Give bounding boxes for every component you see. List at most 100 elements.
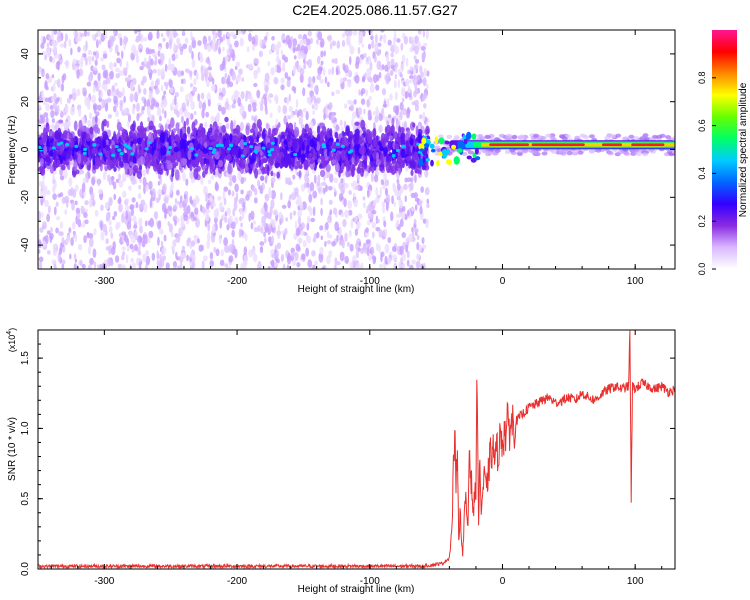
- heatmap-cell: [426, 198, 430, 204]
- heatmap-cell: [317, 158, 321, 164]
- heatmap-cell: [416, 242, 420, 251]
- heatmap-cell: [326, 147, 330, 158]
- heatmap-cell: [151, 188, 156, 198]
- heatmap-cell: [181, 102, 187, 112]
- heatmap-cell: [271, 253, 277, 259]
- heatmap-cell: [164, 110, 167, 119]
- heatmap-cell: [379, 186, 382, 197]
- heatmap-cell: [247, 30, 253, 33]
- heatmap-cell: [350, 219, 354, 229]
- heatmap-cell: [139, 65, 144, 71]
- heatmap-cell: [319, 155, 326, 161]
- heatmap-cell: [168, 223, 173, 233]
- heatmap-cell: [366, 132, 373, 144]
- heatmap-cell: [156, 106, 162, 117]
- heatmap-cell: [329, 128, 333, 137]
- heatmap-cell: [333, 187, 336, 193]
- heatmap-cell: [102, 223, 108, 233]
- heatmap-cell: [89, 126, 94, 135]
- heatmap-cell: [125, 254, 129, 264]
- heatmap-cell: [140, 129, 144, 139]
- heatmap-cell: [176, 265, 181, 269]
- heatmap-cell: [366, 246, 370, 257]
- heatmap-cell: [80, 205, 85, 215]
- heatmap-cell: [334, 257, 338, 266]
- heatmap-cell: [81, 182, 86, 193]
- heatmap-cell: [349, 104, 355, 112]
- heatmap-cell: [414, 204, 418, 211]
- heatmap-cell: [193, 86, 198, 93]
- heatmap-cell: [385, 187, 388, 196]
- heatmap-cell: [228, 255, 234, 263]
- heatmap-cell: [205, 57, 209, 64]
- heatmap-cell: [328, 140, 332, 146]
- heatmap-cell: [359, 37, 363, 42]
- heatmap-cell: [331, 241, 336, 247]
- heatmap-cell: [91, 94, 97, 104]
- heatmap-cell: [101, 82, 105, 90]
- heatmap-cell: [117, 91, 123, 98]
- heatmap-cell: [105, 144, 110, 151]
- heatmap-cell: [207, 222, 211, 232]
- heatmap-cell: [355, 185, 360, 191]
- heatmap-cell: [134, 30, 138, 35]
- heatmap-cell: [159, 177, 163, 185]
- heatmap-cell: [310, 81, 314, 89]
- heatmap-cell: [421, 237, 425, 245]
- heatmap-cell: [170, 102, 173, 112]
- heatmap-cell: [219, 36, 224, 43]
- heatmap-cell: [138, 217, 143, 227]
- heatmap-cell: [293, 152, 298, 157]
- heatmap-cell: [54, 125, 57, 131]
- heatmap-cell: [218, 234, 222, 244]
- heatmap-cell: [297, 215, 302, 226]
- heatmap-cell: [49, 55, 53, 63]
- heatmap-cell: [95, 85, 100, 92]
- heatmap-cell: [312, 110, 315, 115]
- heatmap-cell: [406, 250, 410, 259]
- heatmap-cell: [340, 212, 345, 218]
- heatmap-cell: [228, 43, 233, 54]
- heatmap-cell: [224, 216, 228, 224]
- heatmap-cell: [245, 90, 249, 96]
- heatmap-cell: [105, 238, 109, 245]
- heatmap-cell: [59, 43, 65, 48]
- heatmap-cell: [92, 66, 98, 71]
- heatmap-cell: [51, 118, 56, 124]
- heatmap-cell: [333, 177, 339, 184]
- heatmap-cell: [320, 50, 324, 58]
- heatmap-cell: [367, 43, 372, 50]
- heatmap-cell: [357, 247, 361, 252]
- heatmap-cell: [375, 135, 379, 142]
- heatmap-cell: [419, 205, 423, 215]
- heatmap-cell: [160, 33, 164, 38]
- heatmap-cell: [231, 190, 235, 197]
- heatmap-cell: [218, 145, 222, 157]
- heatmap-cell: [265, 122, 269, 130]
- heatmap-cell: [268, 186, 271, 195]
- heatmap-cell: [208, 72, 212, 80]
- heatmap-cell: [146, 61, 150, 69]
- heatmap-cell: [262, 158, 267, 163]
- heatmap-cell: [349, 45, 355, 55]
- heatmap-cell: [390, 211, 394, 222]
- heatmap-cell: [345, 125, 350, 137]
- heatmap-cell: [69, 106, 75, 116]
- heatmap-cell: [142, 176, 147, 187]
- heatmap-cell: [196, 165, 201, 172]
- heatmap-cell: [417, 30, 422, 35]
- heatmap-cell: [400, 63, 404, 73]
- heatmap-cell: [102, 130, 108, 138]
- heatmap-cell: [43, 112, 49, 118]
- heatmap-cell: [50, 109, 55, 119]
- heatmap-cell: [73, 253, 77, 260]
- heatmap-cell: [221, 106, 226, 115]
- heatmap-cell: [409, 65, 413, 72]
- heatmap-cell: [683, 147, 689, 151]
- heatmap-cell: [411, 227, 414, 233]
- heatmap-cell: [409, 138, 414, 146]
- heatmap-cell: [271, 35, 275, 41]
- heatmap-cell: [197, 40, 202, 46]
- heatmap-cell: [423, 103, 427, 109]
- heatmap-cell: [269, 99, 272, 104]
